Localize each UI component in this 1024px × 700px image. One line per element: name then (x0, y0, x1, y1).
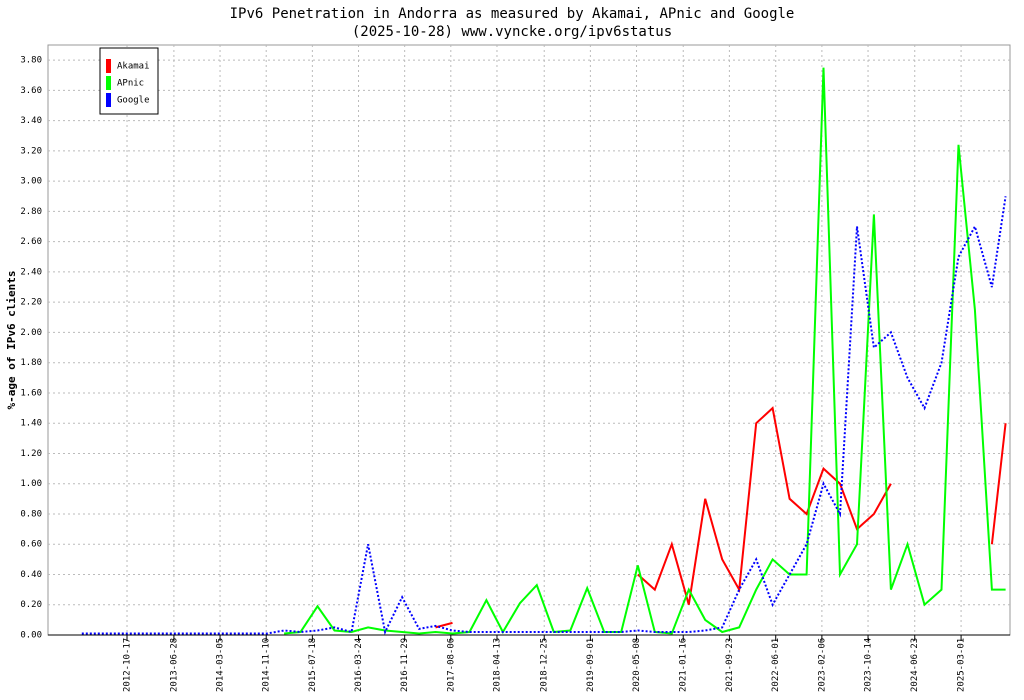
y-tick-label: 2.60 (20, 237, 42, 247)
legend: Akamai APnic Google (99, 47, 159, 115)
legend-label: Google (117, 96, 150, 106)
y-tick-label: 3.80 (20, 56, 42, 66)
x-tick-label: 2018-04-13 (492, 638, 502, 692)
x-tick-label: 2019-09-01 (586, 638, 596, 692)
x-tick-label: 2016-11-29 (400, 638, 410, 692)
x-tick-label: 2021-09-23 (725, 638, 735, 692)
y-tick-label: 0.40 (20, 570, 42, 580)
legend-swatch (106, 59, 111, 73)
chart-subtitle: (2025-10-28) www.vyncke.org/ipv6status (352, 24, 672, 40)
y-tick-label: 2.40 (20, 267, 42, 277)
series-line (81, 196, 1007, 636)
x-tick-label: 2023-10-14 (864, 638, 874, 692)
x-tick-label: 2014-03-05 (216, 638, 226, 692)
y-tick-label: 3.00 (20, 177, 42, 187)
x-tick-label: 2024-06-23 (910, 638, 920, 692)
y-tick-label: 3.60 (20, 86, 42, 96)
y-axis-label: %-age of IPv6 clients (5, 270, 18, 409)
y-tick-label: 0.80 (20, 509, 42, 519)
y-tick-label: 2.20 (20, 298, 42, 308)
x-tick-label: 2021-01-16 (679, 638, 689, 692)
x-tick-label: 2013-06-28 (169, 638, 179, 692)
x-tick-label: 2014-11-10 (262, 638, 272, 692)
legend-swatch (106, 76, 111, 90)
legend-label: APnic (117, 79, 144, 89)
y-tick-label: 0.60 (20, 540, 42, 550)
x-tick-label: 2015-07-18 (308, 638, 318, 692)
y-tick-label: 0.00 (20, 631, 42, 641)
x-tick-label: 2012-10-17 (123, 638, 133, 692)
x-tick-label: 2020-05-08 (632, 638, 642, 692)
y-tick-label: 3.20 (20, 146, 42, 156)
series-line (284, 67, 1006, 635)
y-tick-label: 1.20 (20, 449, 42, 459)
y-tick-label: 2.00 (20, 328, 42, 338)
legend-label: Akamai (117, 62, 150, 72)
y-tick-label: 1.60 (20, 388, 42, 398)
x-tick-label: 2025-03-01 (957, 638, 967, 692)
x-tick-label: 2023-02-06 (817, 638, 827, 692)
legend-swatch (106, 93, 111, 107)
x-tick-label: 2016-03-24 (354, 638, 364, 692)
y-tick-label: 2.80 (20, 207, 42, 217)
plot-area (47, 44, 1011, 636)
y-tick-label: 0.20 (20, 600, 42, 610)
x-tick-label: 2017-08-06 (446, 638, 456, 692)
chart-title: IPv6 Penetration in Andorra as measured … (230, 6, 795, 22)
y-tick-label: 1.00 (20, 479, 42, 489)
y-tick-label: 1.40 (20, 419, 42, 429)
x-tick-label: 2022-06-01 (771, 638, 781, 692)
x-tick-label: 2018-12-25 (540, 638, 550, 692)
y-tick-label: 3.40 (20, 116, 42, 126)
y-tick-label: 1.80 (20, 358, 42, 368)
